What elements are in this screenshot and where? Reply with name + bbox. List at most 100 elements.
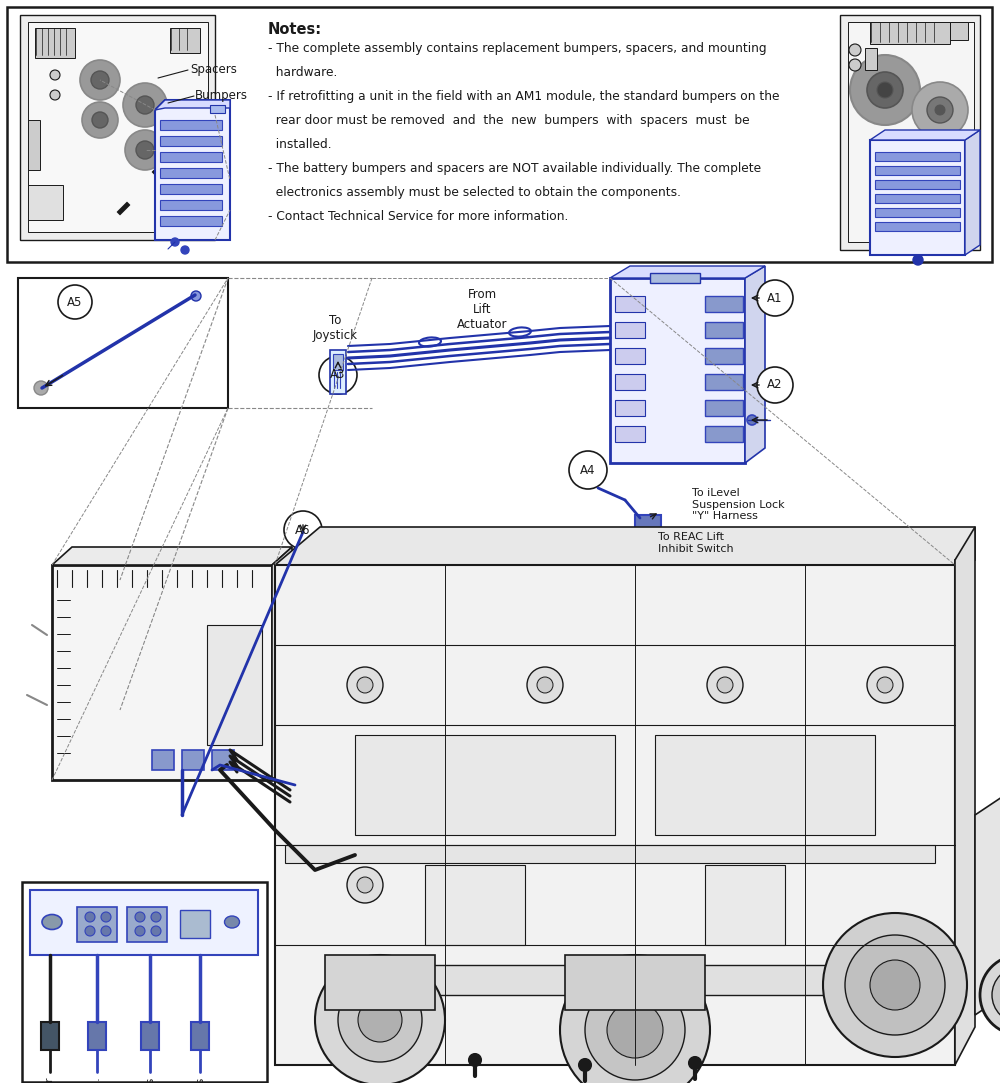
Text: A5: A5 [67,296,83,309]
Bar [212,751,234,770]
Bar [160,216,222,226]
Bar [705,400,743,416]
Bar [875,194,960,203]
Bar [875,152,960,161]
Polygon shape [745,266,765,464]
Circle shape [469,1054,481,1066]
Bar [285,845,935,863]
Bar [635,516,661,529]
Bar [615,296,645,312]
Text: Bus: Bus [195,1077,205,1083]
Circle shape [50,70,60,80]
Circle shape [319,356,357,394]
Bar [705,296,743,312]
Text: To iLevel
Suspension Lock
"Y" Harness: To iLevel Suspension Lock "Y" Harness [692,488,785,521]
Polygon shape [52,547,292,565]
Circle shape [747,415,757,425]
Bar [35,28,75,58]
Bar [160,200,222,210]
Circle shape [358,999,402,1042]
Circle shape [585,980,685,1080]
Text: A2: A2 [767,378,783,391]
Text: - The battery bumpers and spacers are NOT available individually. The complete: - The battery bumpers and spacers are NO… [268,162,761,175]
Circle shape [913,255,923,265]
Polygon shape [965,130,980,255]
Bar [875,166,960,175]
Text: installed.: installed. [268,138,332,151]
Text: A4: A4 [580,464,596,477]
Bar [848,22,974,242]
Circle shape [101,912,111,922]
Circle shape [569,451,607,490]
Circle shape [849,58,861,71]
Circle shape [980,955,1000,1035]
Circle shape [527,667,563,703]
Text: Spacers: Spacers [190,64,237,77]
Text: - The complete assembly contains replacement bumpers, spacers, and mounting: - The complete assembly contains replace… [268,42,767,55]
Text: rear door must be removed  and  the  new  bumpers  with  spacers  must  be: rear door must be removed and the new bu… [268,114,750,127]
Circle shape [135,912,145,922]
Text: - If retrofitting a unit in the field with an AM1 module, the standard bumpers o: - If retrofitting a unit in the field wi… [268,90,780,103]
Bar [141,1022,159,1051]
Bar [127,906,167,942]
Circle shape [849,44,861,56]
Circle shape [707,667,743,703]
Circle shape [136,141,154,159]
Circle shape [171,238,179,246]
Text: - Contact Technical Service for more information.: - Contact Technical Service for more inf… [268,210,568,223]
Polygon shape [275,527,975,570]
Bar [77,906,117,942]
Circle shape [357,877,373,893]
Circle shape [92,112,108,128]
Circle shape [101,926,111,936]
Bar [28,120,40,170]
Bar [615,400,645,416]
Bar [160,120,222,130]
Circle shape [347,667,383,703]
Text: hardware.: hardware. [268,66,337,79]
Text: Bumpers: Bumpers [195,89,248,102]
Text: A1: A1 [767,291,783,304]
Polygon shape [272,547,292,780]
Circle shape [58,285,92,319]
Bar [325,955,435,1010]
Bar [333,354,343,370]
Circle shape [191,291,201,301]
Polygon shape [870,130,980,140]
Circle shape [315,955,445,1083]
Bar [615,426,645,442]
Bar [88,1022,106,1051]
Circle shape [867,71,903,108]
Polygon shape [955,527,975,1065]
Bar [425,865,525,945]
Bar [335,965,915,995]
Circle shape [912,82,968,138]
Bar [330,350,346,394]
Circle shape [357,677,373,693]
Circle shape [80,60,120,100]
Circle shape [757,367,793,403]
Circle shape [123,83,167,127]
Bar [875,180,960,190]
Text: To REAC Lift
Inhibit Switch: To REAC Lift Inhibit Switch [658,532,734,553]
Bar [875,222,960,231]
Circle shape [34,381,48,395]
Text: electronics assembly must be selected to obtain the components.: electronics assembly must be selected to… [268,186,681,199]
Bar [705,322,743,338]
Circle shape [877,677,893,693]
Circle shape [82,102,118,138]
Text: Lift Actuator: Lift Actuator [45,1077,55,1083]
Circle shape [347,867,383,903]
Circle shape [607,1002,663,1058]
Bar [191,1022,209,1051]
Circle shape [284,511,322,549]
Bar [705,426,743,442]
Ellipse shape [42,914,62,929]
Bar [160,184,222,194]
Circle shape [136,96,154,114]
Bar [210,105,225,113]
Bar [52,565,272,780]
Text: A3: A3 [330,368,346,381]
Bar [182,751,204,770]
Polygon shape [155,100,230,240]
